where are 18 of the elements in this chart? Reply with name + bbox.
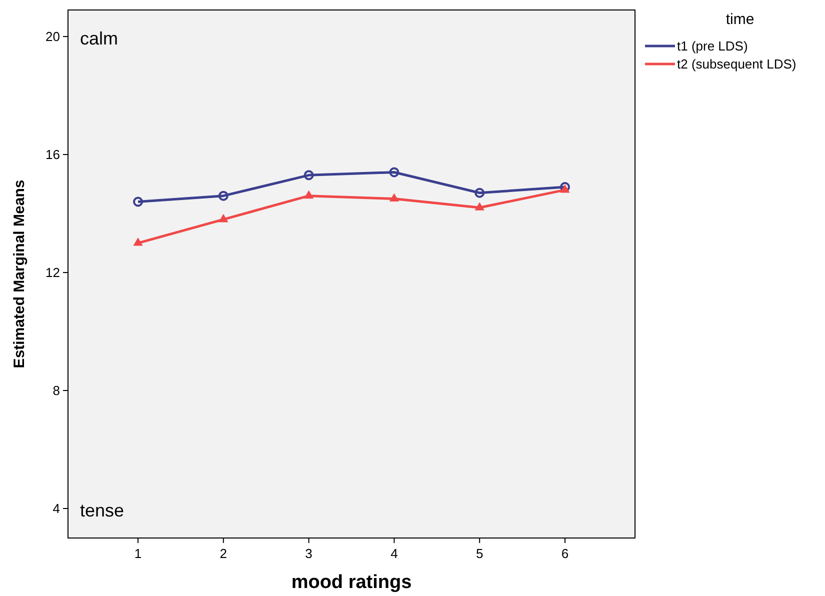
x-tick-label: 6: [561, 546, 569, 561]
legend-title: time: [726, 11, 754, 28]
annotation: tense: [80, 500, 124, 520]
x-axis-title: mood ratings: [291, 572, 412, 593]
x-tick-label: 3: [305, 546, 312, 561]
y-tick-label: 8: [52, 383, 60, 398]
x-tick-label: 1: [134, 546, 142, 561]
annotation: calm: [80, 28, 118, 48]
legend-label: t1 (pre LDS): [677, 38, 748, 54]
y-tick-label: 20: [46, 29, 60, 44]
legend-label: t2 (subsequent LDS): [677, 56, 796, 72]
x-tick-label: 5: [476, 546, 484, 561]
x-tick-label: 2: [220, 546, 228, 561]
y-tick-label: 16: [46, 147, 60, 162]
y-tick-label: 4: [52, 501, 60, 516]
x-tick-label: 4: [390, 546, 398, 561]
y-tick-label: 12: [46, 265, 60, 280]
y-axis-title: Estimated Marginal Means: [11, 180, 28, 368]
